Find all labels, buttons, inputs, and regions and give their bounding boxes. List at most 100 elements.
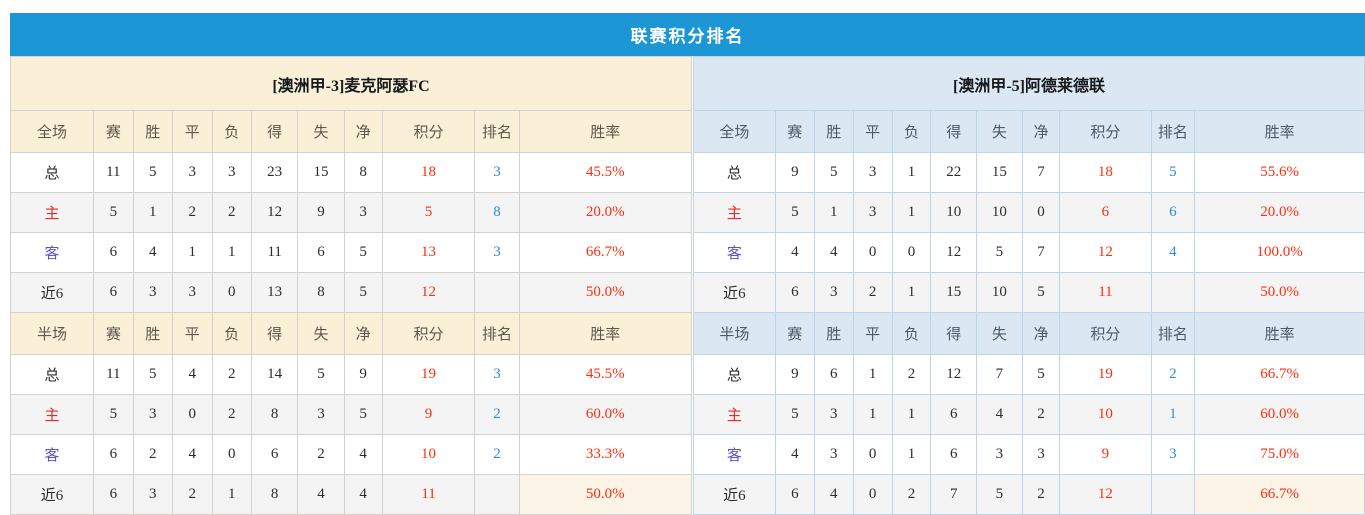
stat-value: 4 — [343, 474, 383, 515]
win-rate-value: 50.0% — [1194, 272, 1365, 313]
stat-value: 5 — [976, 474, 1023, 515]
stat-value: 2 — [172, 474, 213, 515]
stat-value: 12 — [930, 232, 978, 273]
column-header: 平 — [852, 110, 893, 153]
stat-value: 5 — [132, 152, 174, 193]
stat-value: 11 — [93, 354, 134, 395]
column-header: 积分 — [381, 110, 476, 153]
column-header: 净 — [1021, 110, 1061, 153]
stat-value: 6 — [251, 434, 299, 475]
win-rate-value: 20.0% — [518, 192, 693, 233]
rank-value: 3 — [474, 232, 520, 273]
stats-row-half-away: 客 4 3 0 1 6 3 3 9 3 75.0% — [693, 434, 1365, 475]
stat-value: 7 — [976, 354, 1023, 395]
row-label: 近6 — [9, 272, 95, 313]
column-header: 胜 — [813, 110, 854, 153]
stat-value: 5 — [343, 232, 383, 273]
row-label: 近6 — [9, 474, 95, 515]
win-rate-value: 45.5% — [518, 152, 693, 193]
stat-value: 2 — [297, 434, 345, 475]
points-value: 11 — [1059, 272, 1152, 313]
row-label: 主 — [693, 192, 776, 233]
column-header-scope: 全场 — [693, 110, 776, 153]
stat-value: 5 — [297, 354, 345, 395]
team-header-row: [澳洲甲-5]阿德莱德联 — [693, 56, 1365, 111]
stat-value: 4 — [774, 434, 815, 475]
points-value: 13 — [381, 232, 476, 273]
stat-value: 4 — [132, 232, 174, 273]
stat-value: 1 — [211, 474, 253, 515]
column-header: 得 — [930, 110, 978, 153]
stat-value: 7 — [1021, 232, 1061, 273]
column-header: 净 — [343, 110, 383, 153]
team-table-right: [澳洲甲-5]阿德莱德联 全场赛胜平负得失净积分 排名 胜率总 9 5 3 1 22 15 7 18 5… — [693, 56, 1365, 515]
column-header: 失 — [297, 110, 345, 153]
column-header: 胜率 — [1194, 110, 1365, 153]
rank-value: 2 — [474, 394, 520, 435]
row-label: 总 — [9, 354, 95, 395]
column-header: 净 — [343, 312, 383, 355]
column-header: 积分 — [1059, 312, 1152, 355]
stat-value: 4 — [343, 434, 383, 475]
stat-value: 0 — [1021, 192, 1061, 233]
stat-value: 6 — [93, 434, 134, 475]
win-rate-value: 45.5% — [518, 354, 693, 395]
row-label: 客 — [693, 434, 776, 475]
stat-value: 15 — [976, 152, 1023, 193]
stat-value: 3 — [976, 434, 1023, 475]
stat-value: 6 — [93, 272, 134, 313]
stat-value: 5 — [343, 394, 383, 435]
stat-value: 5 — [1021, 354, 1061, 395]
stat-value: 1 — [891, 192, 932, 233]
stats-row-full-total: 总 9 5 3 1 22 15 7 18 5 55.6% — [693, 152, 1365, 193]
row-label: 客 — [9, 232, 95, 273]
column-header: 失 — [976, 110, 1023, 153]
win-rate-value: 20.0% — [1194, 192, 1365, 233]
column-header: 赛 — [93, 312, 134, 355]
stat-value: 6 — [774, 272, 815, 313]
row-label: 总 — [693, 354, 776, 395]
stat-value: 3 — [813, 272, 854, 313]
points-value: 18 — [381, 152, 476, 193]
stat-value: 0 — [211, 272, 253, 313]
stat-value: 1 — [852, 354, 893, 395]
rank-value: 3 — [474, 152, 520, 193]
stats-row-half-home: 主 5 3 1 1 6 4 2 10 1 60.0% — [693, 394, 1365, 435]
stat-value: 3 — [1021, 434, 1061, 475]
stat-value: 2 — [172, 192, 213, 233]
rank-value — [474, 474, 520, 515]
stat-value: 1 — [132, 192, 174, 233]
stats-row-full-away: 客 6 4 1 1 11 6 5 13 3 66.7% — [9, 232, 693, 273]
team-name: [澳洲甲-3]麦克阿瑟FC — [10, 56, 692, 111]
stat-value: 1 — [852, 394, 893, 435]
stat-value: 4 — [813, 474, 854, 515]
stats-row-full-home: 主 5 1 3 1 10 10 0 6 6 20.0% — [693, 192, 1365, 233]
stat-value: 10 — [976, 192, 1023, 233]
column-header: 胜率 — [518, 312, 693, 355]
stat-value: 2 — [211, 354, 253, 395]
stat-value: 6 — [930, 434, 978, 475]
points-value: 10 — [381, 434, 476, 475]
stat-value: 6 — [297, 232, 345, 273]
stat-value: 9 — [774, 354, 815, 395]
win-rate-value: 60.0% — [518, 394, 693, 435]
column-header: 胜 — [132, 312, 174, 355]
stat-value: 5 — [1021, 272, 1061, 313]
team-name: [澳洲甲-5]阿德莱德联 — [693, 56, 1365, 111]
stat-value: 1 — [891, 272, 932, 313]
stat-value: 15 — [297, 152, 345, 193]
column-header: 排名 — [474, 110, 520, 153]
column-header: 平 — [852, 312, 893, 355]
rank-value: 1 — [1150, 394, 1196, 435]
stat-value: 8 — [343, 152, 383, 193]
stats-row-half-recent: 近6 6 3 2 1 8 4 4 11 50.0% — [9, 474, 693, 515]
column-header-scope: 半场 — [9, 312, 95, 355]
stat-value: 5 — [774, 394, 815, 435]
stat-value: 7 — [1021, 152, 1061, 193]
column-header-row-half: 半场赛胜平负得失净积分 排名 胜率 — [9, 312, 693, 355]
stats-row-half-recent: 近6 6 4 0 2 7 5 2 12 66.7% — [693, 474, 1365, 515]
column-header: 平 — [172, 110, 213, 153]
column-header: 得 — [930, 312, 978, 355]
win-rate-value: 50.0% — [518, 272, 693, 313]
rank-value — [474, 272, 520, 313]
